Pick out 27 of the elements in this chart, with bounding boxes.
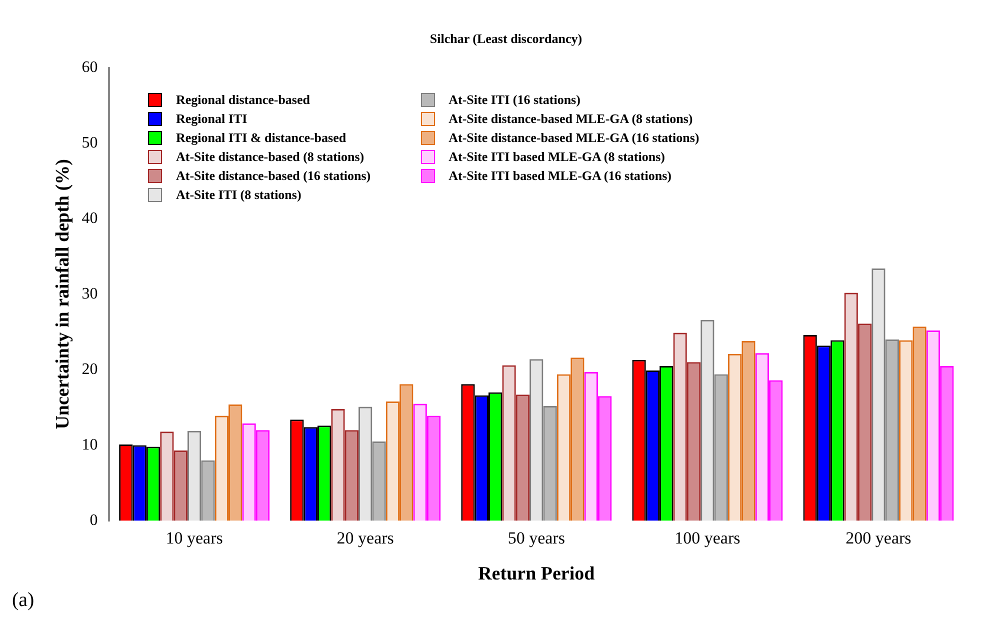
legend-label: At-Site ITI (16 stations) [448,92,580,108]
x-tick-label: 100 years [674,528,740,548]
x-tick-label: 10 years [166,528,223,548]
legend-label: Regional ITI [176,110,248,126]
legend-label: At-Site distance-based (8 stations) [176,148,364,164]
y-tick-label: 0 [90,512,98,530]
legend-label: At-Site ITI (8 stations) [176,186,302,202]
legend-label: Regional ITI & distance-based [176,130,346,146]
y-tick-label: 60 [82,58,98,76]
y-tick-label: 10 [82,436,98,454]
x-tick-label: 20 years [336,528,394,548]
y-axis-title: Uncertainty in rainfall depth (%) [52,159,74,430]
y-tick-label: 20 [82,360,98,378]
x-tick-label: 50 years [508,528,565,548]
legend-label: At-Site distance-based (16 stations) [176,168,371,184]
x-tick-label: 200 years [846,528,912,548]
x-axis-title: Return Period [478,564,596,585]
chart-title: Silchar (Least discordancy) [430,31,582,46]
legend-label: At-Site ITI based MLE-GA (8 stations) [448,148,665,164]
y-tick-label: 40 [82,210,98,227]
legend-label: Regional distance-based [176,92,310,108]
y-tick-label: 50 [82,134,98,152]
text: (a) [12,589,34,612]
y-tick-label: 30 [82,285,98,302]
legend-label: At-Site distance-based MLE-GA (8 stations) [448,110,693,126]
legend-label: At-Site ITI based MLE-GA (16 stations) [448,168,672,184]
legend-label: At-Site distance-based MLE-GA (16 stations) [448,130,700,146]
